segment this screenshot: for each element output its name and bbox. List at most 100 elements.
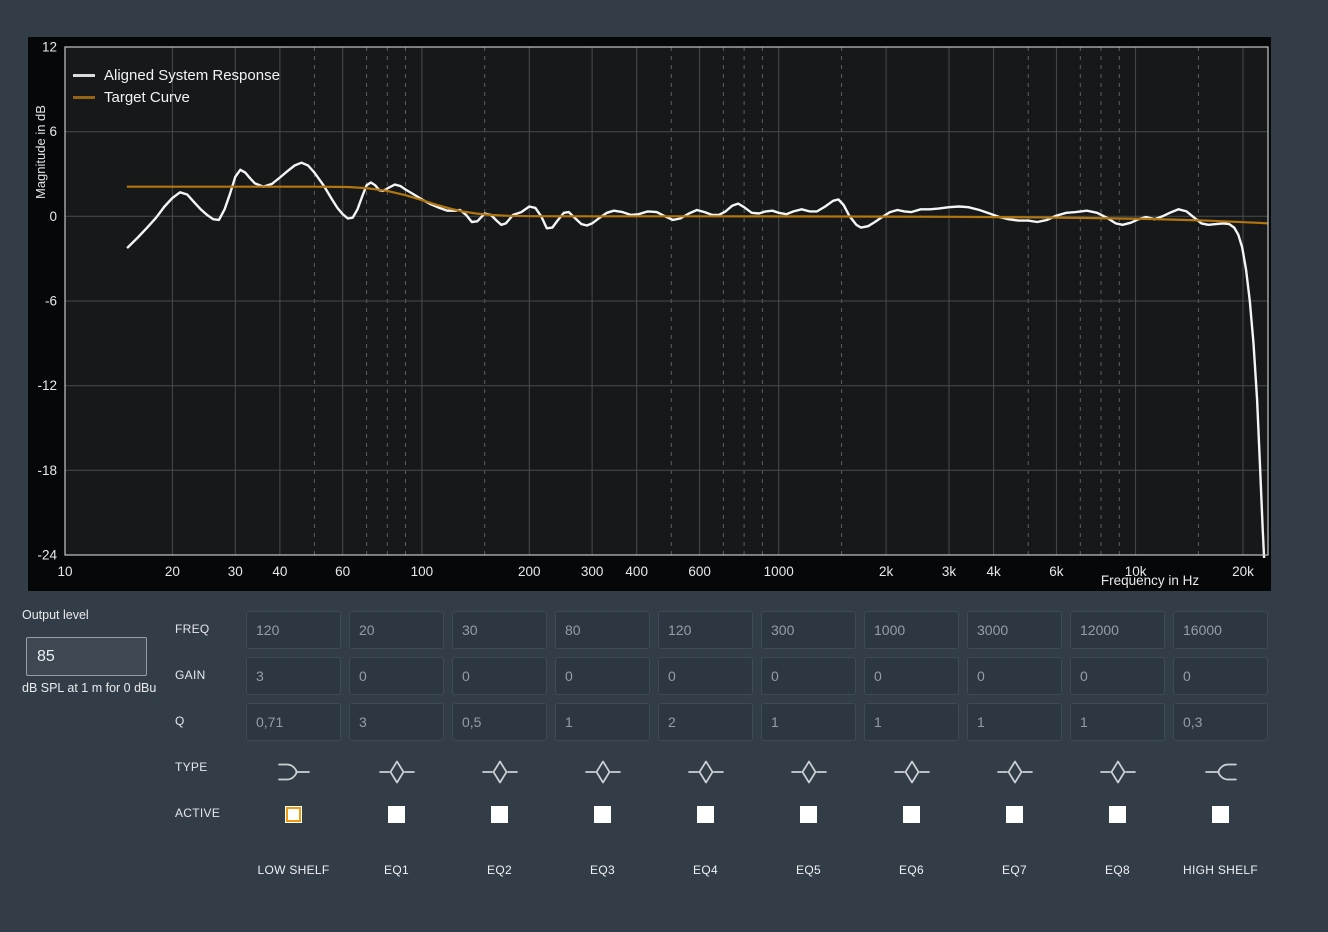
eq-band-column-eq3: EQ3 bbox=[555, 611, 650, 896]
active-checkbox-low-shelf[interactable] bbox=[285, 806, 302, 823]
q-input-eq2[interactable] bbox=[452, 703, 547, 741]
gain-input-high-shelf[interactable] bbox=[1173, 657, 1268, 695]
type-row-label: TYPE bbox=[175, 760, 208, 774]
svg-text:400: 400 bbox=[625, 564, 648, 579]
eq-band-column-high-shelf: HIGH SHELF bbox=[1173, 611, 1268, 896]
gain-input-eq1[interactable] bbox=[349, 657, 444, 695]
type-bell-icon bbox=[349, 757, 444, 787]
freq-input-eq3[interactable] bbox=[555, 611, 650, 649]
legend-item-target-curve: Target Curve bbox=[73, 86, 280, 108]
svg-text:200: 200 bbox=[518, 564, 541, 579]
output-level-label: Output level bbox=[22, 608, 89, 622]
svg-text:6: 6 bbox=[49, 124, 57, 139]
active-checkbox-eq6[interactable] bbox=[903, 806, 920, 823]
active-checkbox-eq3[interactable] bbox=[594, 806, 611, 823]
gain-row-label: GAIN bbox=[175, 668, 206, 682]
active-checkbox-eq1[interactable] bbox=[388, 806, 405, 823]
band-label-eq4: EQ4 bbox=[693, 863, 718, 877]
band-label-eq5: EQ5 bbox=[796, 863, 821, 877]
q-input-high-shelf[interactable] bbox=[1173, 703, 1268, 741]
active-checkbox-eq5[interactable] bbox=[800, 806, 817, 823]
svg-text:10k: 10k bbox=[1125, 564, 1147, 579]
gain-input-eq6[interactable] bbox=[864, 657, 959, 695]
q-input-eq6[interactable] bbox=[864, 703, 959, 741]
eq-band-column-eq2: EQ2 bbox=[452, 611, 547, 896]
output-level-input[interactable] bbox=[26, 637, 147, 676]
active-checkbox-high-shelf[interactable] bbox=[1212, 806, 1229, 823]
eq-band-column-eq7: EQ7 bbox=[967, 611, 1062, 896]
freq-input-eq4[interactable] bbox=[658, 611, 753, 649]
q-input-eq1[interactable] bbox=[349, 703, 444, 741]
freq-input-eq8[interactable] bbox=[1070, 611, 1165, 649]
q-input-eq7[interactable] bbox=[967, 703, 1062, 741]
svg-text:20: 20 bbox=[165, 564, 180, 579]
response-chart-panel: 10 20 30 40 60 100 200 300 400 600 1000 2k 3k 4k 6k 10k… bbox=[28, 37, 1271, 591]
band-label-eq2: EQ2 bbox=[487, 863, 512, 877]
eq-band-column-low-shelf: LOW SHELF bbox=[246, 611, 341, 896]
freq-input-eq1[interactable] bbox=[349, 611, 444, 649]
q-input-eq4[interactable] bbox=[658, 703, 753, 741]
eq-band-column-eq6: EQ6 bbox=[864, 611, 959, 896]
type-bell-icon bbox=[658, 757, 753, 787]
eq-band-column-eq4: EQ4 bbox=[658, 611, 753, 896]
freq-input-high-shelf[interactable] bbox=[1173, 611, 1268, 649]
svg-text:600: 600 bbox=[688, 564, 711, 579]
active-checkbox-eq2[interactable] bbox=[491, 806, 508, 823]
output-level-caption: dB SPL at 1 m for 0 dBu bbox=[22, 681, 157, 695]
type-bell-icon bbox=[967, 757, 1062, 787]
band-label-eq7: EQ7 bbox=[1002, 863, 1027, 877]
svg-text:-18: -18 bbox=[37, 463, 57, 478]
type-bell-icon bbox=[1070, 757, 1165, 787]
type-bell-icon bbox=[555, 757, 650, 787]
q-input-eq3[interactable] bbox=[555, 703, 650, 741]
svg-text:30: 30 bbox=[228, 564, 243, 579]
q-input-eq5[interactable] bbox=[761, 703, 856, 741]
gain-input-eq2[interactable] bbox=[452, 657, 547, 695]
band-label-high-shelf: HIGH SHELF bbox=[1182, 863, 1258, 877]
aligned-system-response-curve bbox=[126, 161, 1266, 558]
svg-text:-12: -12 bbox=[37, 378, 57, 393]
target-curve-swatch-icon bbox=[73, 95, 95, 99]
freq-row-label: FREQ bbox=[175, 622, 210, 636]
svg-text:20k: 20k bbox=[1232, 564, 1254, 579]
type-bell-icon bbox=[864, 757, 959, 787]
freq-input-low-shelf[interactable] bbox=[246, 611, 341, 649]
type-bell-icon bbox=[761, 757, 856, 787]
svg-text:-24: -24 bbox=[37, 548, 57, 563]
band-label-eq3: EQ3 bbox=[590, 863, 615, 877]
active-checkbox-eq4[interactable] bbox=[697, 806, 714, 823]
eq-band-column-eq8: EQ8 bbox=[1070, 611, 1165, 896]
freq-input-eq6[interactable] bbox=[864, 611, 959, 649]
gain-input-eq7[interactable] bbox=[967, 657, 1062, 695]
freq-input-eq5[interactable] bbox=[761, 611, 856, 649]
svg-text:12: 12 bbox=[42, 40, 57, 55]
svg-text:0: 0 bbox=[49, 209, 57, 224]
y-axis-label: Magnitude in dB bbox=[33, 105, 48, 199]
band-label-eq1: EQ1 bbox=[384, 863, 409, 877]
svg-text:60: 60 bbox=[335, 564, 350, 579]
svg-text:4k: 4k bbox=[986, 564, 1001, 579]
svg-text:6k: 6k bbox=[1049, 564, 1064, 579]
aligned-response-swatch-icon bbox=[73, 73, 95, 77]
type-low-shelf-icon bbox=[246, 757, 341, 787]
type-bell-icon bbox=[452, 757, 547, 787]
freq-input-eq7[interactable] bbox=[967, 611, 1062, 649]
band-label-eq8: EQ8 bbox=[1105, 863, 1130, 877]
svg-text:3k: 3k bbox=[942, 564, 957, 579]
target-curve-curve bbox=[126, 185, 1268, 225]
gain-input-eq5[interactable] bbox=[761, 657, 856, 695]
gain-input-eq4[interactable] bbox=[658, 657, 753, 695]
eq-band-column-eq5: EQ5 bbox=[761, 611, 856, 896]
band-label-low-shelf: LOW SHELF bbox=[257, 863, 330, 877]
gain-input-low-shelf[interactable] bbox=[246, 657, 341, 695]
q-input-eq8[interactable] bbox=[1070, 703, 1165, 741]
svg-text:-6: -6 bbox=[45, 294, 57, 309]
gain-input-eq3[interactable] bbox=[555, 657, 650, 695]
gain-input-eq8[interactable] bbox=[1070, 657, 1165, 695]
active-checkbox-eq8[interactable] bbox=[1109, 806, 1126, 823]
x-axis-label: Frequency in Hz bbox=[1100, 573, 1200, 588]
q-input-low-shelf[interactable] bbox=[246, 703, 341, 741]
freq-input-eq2[interactable] bbox=[452, 611, 547, 649]
legend-item-aligned-response: Aligned System Response bbox=[73, 64, 280, 86]
active-checkbox-eq7[interactable] bbox=[1006, 806, 1023, 823]
